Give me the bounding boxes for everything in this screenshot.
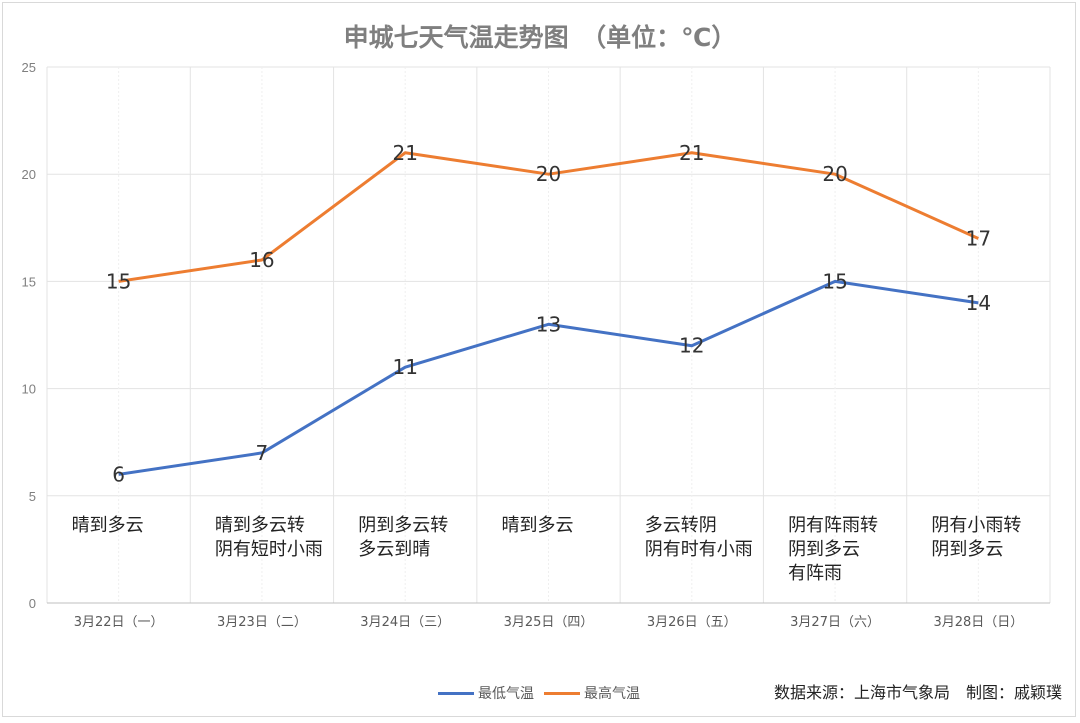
weather-description: 阴有小雨转 阴到多云 (931, 515, 1022, 560)
x-tick-label: 3月25日（四） (504, 615, 594, 630)
data-label: 17 (966, 227, 991, 251)
legend: 最低气温 最高气温 (438, 683, 640, 703)
weather-description: 阴有阵雨转 阴到多云 有阵雨 (788, 515, 879, 584)
series-line-low (118, 279, 979, 476)
data-label: 6 (112, 462, 125, 486)
y-tick-label: 20 (22, 167, 36, 182)
legend-swatch-high (544, 691, 580, 695)
weather-description: 多云转阴 阴有时有小雨 (644, 515, 753, 560)
data-label: 14 (966, 291, 991, 315)
data-label: 20 (822, 162, 847, 186)
x-tick-label: 3月26日（五） (647, 615, 737, 630)
weather-description: 晴到多云 (71, 515, 144, 536)
x-tick-label: 3月22日（一） (74, 615, 164, 630)
data-label: 15 (822, 269, 847, 293)
legend-swatch-low (438, 691, 474, 695)
x-tick-label: 3月23日（二） (217, 615, 307, 630)
y-tick-label: 10 (22, 382, 36, 397)
y-tick-label: 25 (22, 60, 36, 75)
chart-title: 申城七天气温走势图 （单位：℃） (343, 23, 737, 52)
data-source-credit: 数据来源：上海市气象局 制图：戚颖璞 (773, 683, 1062, 702)
weather-description: 阴到多云转 多云到晴 (358, 515, 449, 560)
y-tick-label: 15 (22, 274, 36, 289)
x-tick-label: 3月27日（六） (790, 615, 880, 630)
legend-label-low: 最低气温 (478, 686, 534, 702)
y-tick-label: 0 (29, 596, 36, 611)
weather-description: 晴到多云 (501, 515, 574, 536)
data-label: 20 (536, 162, 561, 186)
data-label: 13 (536, 312, 561, 336)
data-label: 21 (392, 141, 417, 165)
data-label: 15 (106, 269, 131, 293)
data-label: 7 (256, 441, 269, 465)
weather-description: 晴到多云转 阴有短时小雨 (214, 515, 323, 560)
legend-label-high: 最高气温 (584, 686, 640, 702)
data-label: 16 (249, 248, 274, 272)
data-label: 12 (679, 334, 704, 358)
data-label: 21 (679, 141, 704, 165)
series-line-high (118, 151, 979, 283)
x-tick-label: 3月28日（日） (933, 615, 1023, 630)
data-label: 11 (392, 355, 417, 379)
x-tick-label: 3月24日（三） (360, 615, 450, 630)
y-tick-label: 5 (29, 489, 36, 504)
